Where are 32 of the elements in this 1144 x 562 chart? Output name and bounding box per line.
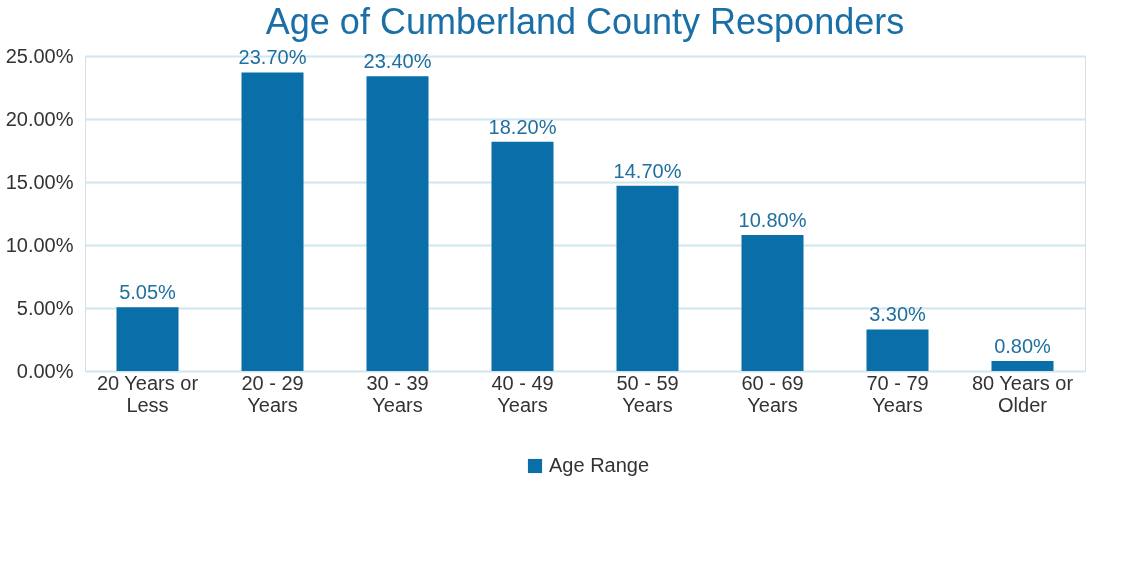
data-label: 18.20% [488, 115, 557, 138]
x-tick-label: 20 - 29 Years [241, 371, 304, 416]
data-label: 10.80% [738, 208, 807, 231]
bar [866, 329, 929, 371]
x-tick-label: 80 Years or Older [971, 371, 1074, 416]
y-tick-label: 20.00% [5, 107, 74, 130]
x-tick-label: 40 - 49 Years [491, 371, 554, 416]
bar [616, 185, 679, 371]
y-tick-label: 25.00% [5, 44, 74, 67]
y-tick-label: 15.00% [5, 170, 74, 193]
x-tick-label: 30 - 39 Years [366, 371, 429, 416]
x-tick-label: 50 - 59 Years [616, 371, 679, 416]
data-label: 0.80% [994, 334, 1052, 357]
y-tick-label: 0.00% [16, 359, 74, 382]
bar [991, 360, 1054, 371]
data-label: 3.30% [869, 303, 927, 326]
legend-label: Age Range [549, 454, 650, 476]
x-tick-label: 20 Years or Less [96, 371, 199, 416]
bar [741, 234, 804, 371]
bar [241, 72, 304, 371]
y-tick-label: 5.00% [16, 296, 74, 319]
data-label: 14.70% [613, 159, 682, 182]
data-label: 5.05% [119, 281, 177, 304]
x-tick-label: 60 - 69 Years [741, 371, 804, 416]
bar [491, 141, 554, 371]
chart-title: Age of Cumberland County Responders [265, 1, 905, 42]
bar [116, 307, 179, 371]
data-label: 23.70% [238, 46, 307, 69]
bar [366, 76, 429, 371]
y-tick-label: 10.00% [5, 233, 74, 256]
data-label: 23.40% [363, 50, 432, 73]
x-tick-label: 70 - 79 Years [866, 371, 929, 416]
